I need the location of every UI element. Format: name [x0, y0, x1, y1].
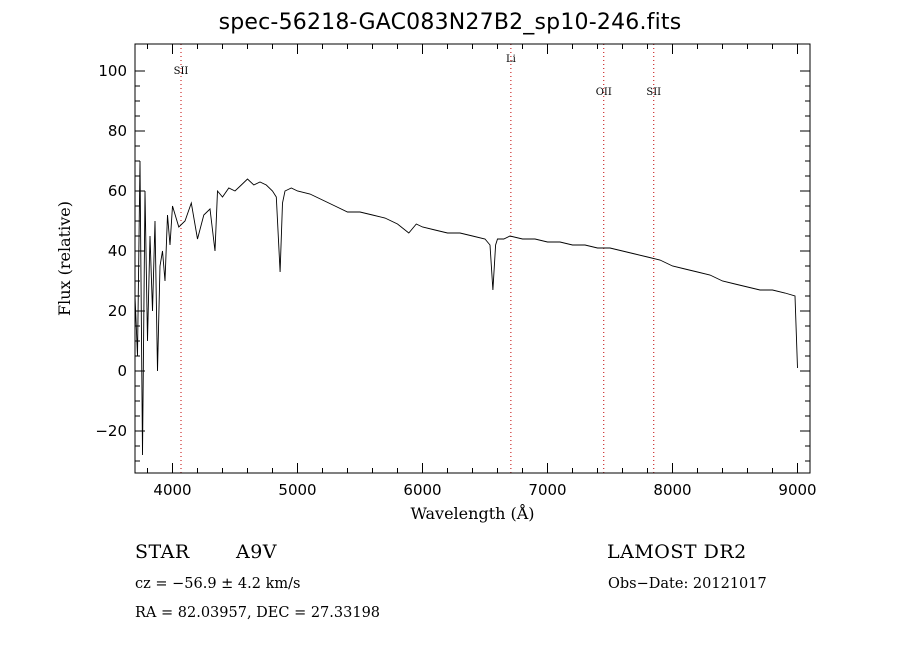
y-axis-ticks: −20 0 20 40 60 80 100 — [95, 62, 810, 462]
redshift-velocity: cz = −56.9 ± 4.2 km/s — [135, 576, 301, 592]
y-axis-label: Flux (relative) — [55, 201, 74, 316]
object-type: STAR — [135, 541, 190, 563]
x-tick-label: 9000 — [778, 481, 816, 499]
line-marker-label: Li — [506, 54, 516, 65]
y-tick-label: 60 — [108, 182, 127, 200]
x-tick-label: 8000 — [653, 481, 691, 499]
line-marker-label: SII — [174, 66, 189, 77]
line-marker-label: SII — [646, 87, 661, 98]
y-tick-label: 20 — [108, 302, 127, 320]
line-markers: SII Li OII SII — [174, 44, 661, 473]
line-marker-label: OII — [596, 87, 612, 98]
y-tick-label: 100 — [98, 62, 127, 80]
y-tick-label: 0 — [117, 362, 127, 380]
chart-title: spec-56218-GAC083N27B2_sp10-246.fits — [218, 10, 682, 35]
x-tick-label: 6000 — [403, 481, 441, 499]
y-tick-label: 80 — [108, 122, 127, 140]
x-axis-ticks: 4000 5000 6000 7000 8000 9000 — [147, 44, 817, 499]
x-axis-label: Wavelength (Å) — [410, 503, 534, 523]
x-tick-label: 5000 — [278, 481, 316, 499]
survey-name: LAMOST DR2 — [607, 541, 747, 563]
observation-date: Obs−Date: 20121017 — [608, 576, 767, 592]
coordinates: RA = 82.03957, DEC = 27.33198 — [135, 605, 381, 621]
plot-frame — [134, 43, 811, 474]
x-tick-label: 4000 — [153, 481, 191, 499]
x-tick-label: 7000 — [528, 481, 566, 499]
spectrum-line — [134, 160, 798, 456]
y-tick-label: 40 — [108, 242, 127, 260]
y-tick-label: −20 — [95, 422, 127, 440]
subclass: A9V — [236, 541, 278, 563]
